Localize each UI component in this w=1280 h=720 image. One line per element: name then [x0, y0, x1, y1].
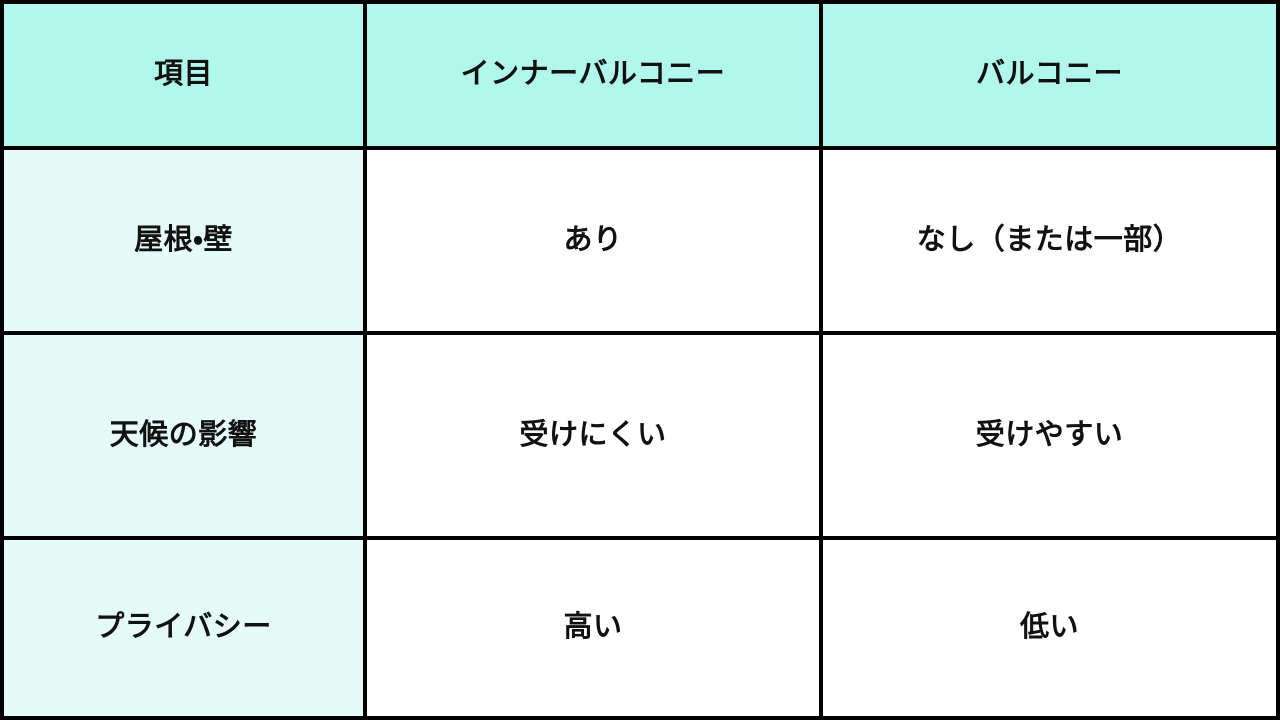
row-privacy-balcony-cell: 低い	[823, 540, 1276, 716]
row-roof-wall-balcony-cell: なし（または一部）	[823, 150, 1276, 331]
row-weather-inner-balcony-cell: 受けにくい	[367, 335, 819, 536]
row-weather-balcony-cell: 受けやすい	[823, 335, 1276, 536]
header-cell-inner-balcony: インナーバルコニー	[367, 4, 819, 146]
row-weather-label-cell: 天候の影響	[4, 335, 363, 536]
header-cell-item: 項目	[4, 4, 363, 146]
row-roof-wall-label-cell: 屋根・壁	[4, 150, 363, 331]
row-roof-wall-inner-balcony-cell: あり	[367, 150, 819, 331]
row-privacy-label-cell: プライバシー	[4, 540, 363, 716]
row-privacy-inner-balcony-cell: 高い	[367, 540, 819, 716]
header-cell-balcony: バルコニー	[823, 4, 1276, 146]
